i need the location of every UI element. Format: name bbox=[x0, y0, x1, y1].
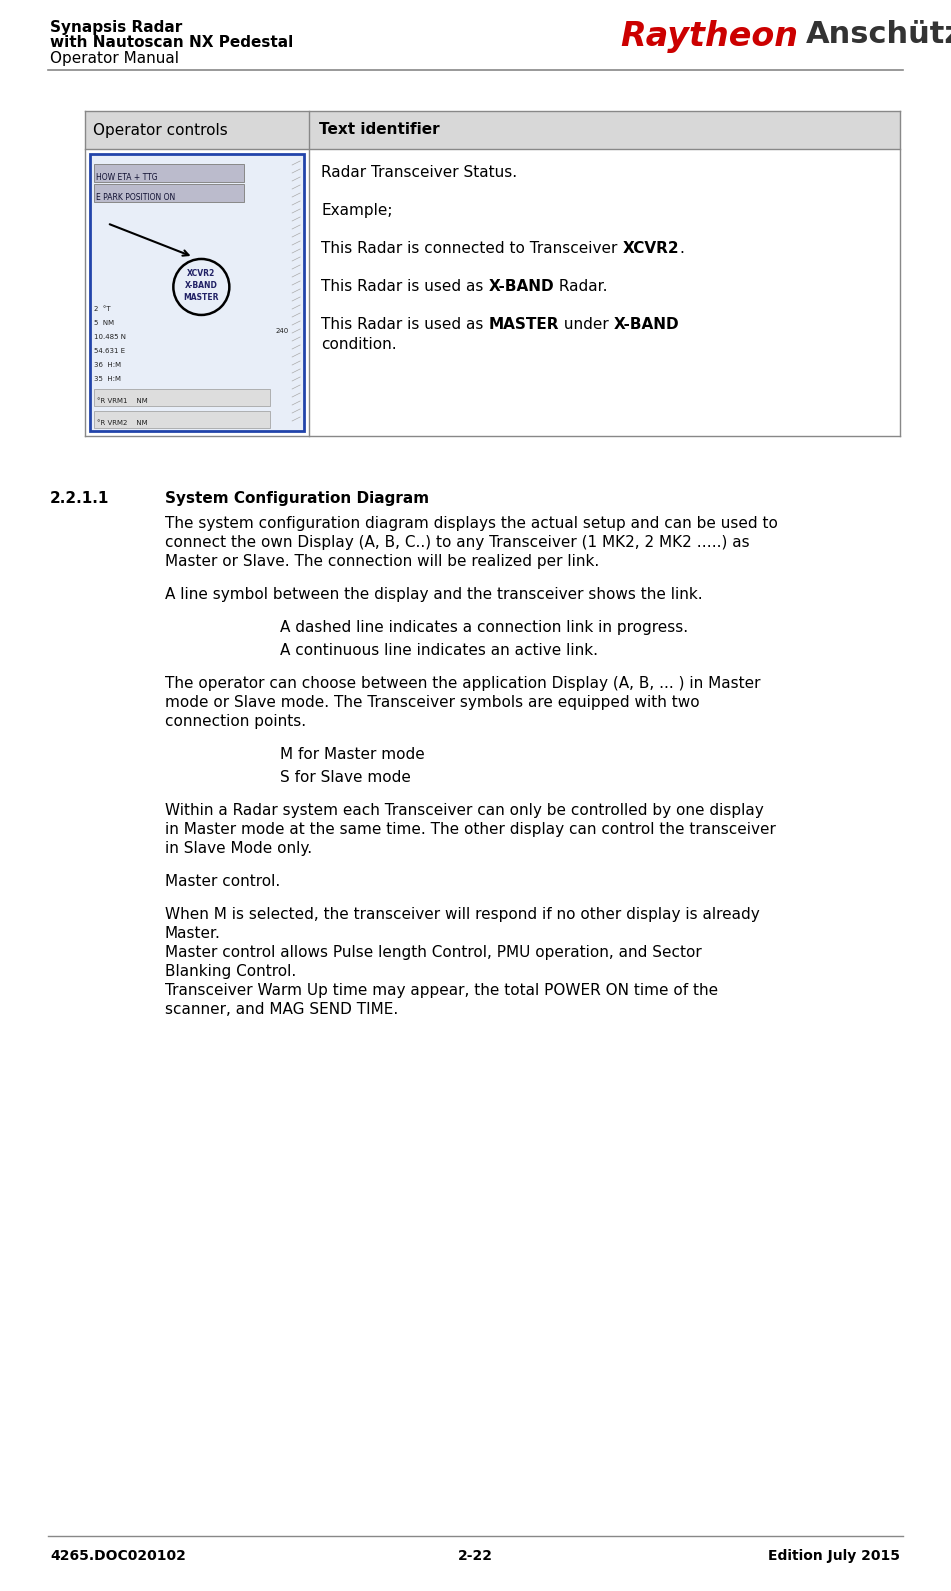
Text: X-BAND: X-BAND bbox=[613, 317, 679, 333]
Text: Radar.: Radar. bbox=[554, 278, 608, 294]
Bar bbox=[94, 185, 243, 202]
Text: Master control allows Pulse length Control, PMU operation, and Sector: Master control allows Pulse length Contr… bbox=[165, 945, 702, 959]
Text: Anschütz: Anschütz bbox=[806, 21, 951, 49]
Bar bbox=[94, 410, 269, 428]
Text: with Nautoscan NX Pedestal: with Nautoscan NX Pedestal bbox=[50, 35, 293, 49]
Text: .: . bbox=[679, 240, 684, 256]
Text: A dashed line indicates a connection link in progress.: A dashed line indicates a connection lin… bbox=[280, 620, 689, 635]
Text: 35  H:M: 35 H:M bbox=[94, 375, 121, 382]
Text: 2  °T: 2 °T bbox=[94, 305, 110, 312]
Text: 2.2.1.1: 2.2.1.1 bbox=[50, 492, 109, 506]
Text: HOW ETA + TTG: HOW ETA + TTG bbox=[96, 173, 158, 181]
Text: MASTER: MASTER bbox=[184, 293, 219, 302]
Text: in Slave Mode only.: in Slave Mode only. bbox=[165, 842, 312, 856]
Text: M for Master mode: M for Master mode bbox=[280, 748, 425, 762]
Text: Master control.: Master control. bbox=[165, 873, 281, 889]
Text: Example;: Example; bbox=[321, 204, 393, 218]
Text: This Radar is used as: This Radar is used as bbox=[321, 317, 489, 333]
Bar bbox=[94, 390, 269, 406]
Text: °R VRM1    NM: °R VRM1 NM bbox=[97, 398, 147, 404]
Text: When M is selected, the transceiver will respond if no other display is already: When M is selected, the transceiver will… bbox=[165, 907, 760, 923]
Text: 4265.DOC020102: 4265.DOC020102 bbox=[50, 1550, 185, 1562]
Text: Edition July 2015: Edition July 2015 bbox=[768, 1550, 900, 1562]
Text: The operator can choose between the application Display (A, B, ... ) in Master: The operator can choose between the appl… bbox=[165, 676, 761, 690]
Text: Radar Transceiver Status.: Radar Transceiver Status. bbox=[321, 165, 517, 180]
Text: in Master mode at the same time. The other display can control the transceiver: in Master mode at the same time. The oth… bbox=[165, 823, 776, 837]
Text: Blanking Control.: Blanking Control. bbox=[165, 964, 297, 978]
Text: MASTER: MASTER bbox=[489, 317, 559, 333]
Text: Transceiver Warm Up time may appear, the total POWER ON time of the: Transceiver Warm Up time may appear, the… bbox=[165, 983, 718, 998]
Bar bbox=[90, 154, 304, 431]
Text: Operator Manual: Operator Manual bbox=[50, 51, 179, 65]
Text: Within a Radar system each Transceiver can only be controlled by one display: Within a Radar system each Transceiver c… bbox=[165, 803, 764, 818]
Text: Master.: Master. bbox=[165, 926, 221, 940]
Text: X-BAND: X-BAND bbox=[489, 278, 554, 294]
Text: Operator controls: Operator controls bbox=[93, 123, 227, 137]
Text: 10.485 N: 10.485 N bbox=[94, 334, 126, 340]
Text: Raytheon: Raytheon bbox=[620, 21, 798, 53]
Text: 2-22: 2-22 bbox=[457, 1550, 493, 1562]
Text: 36  H:M: 36 H:M bbox=[94, 363, 121, 368]
Text: Master or Slave. The connection will be realized per link.: Master or Slave. The connection will be … bbox=[165, 554, 599, 570]
Text: E PARK POSITION ON: E PARK POSITION ON bbox=[96, 193, 175, 202]
Text: mode or Slave mode. The Transceiver symbols are equipped with two: mode or Slave mode. The Transceiver symb… bbox=[165, 695, 700, 710]
Text: This Radar is used as: This Radar is used as bbox=[321, 278, 489, 294]
Text: 54.631 E: 54.631 E bbox=[94, 348, 126, 355]
Bar bbox=[85, 111, 900, 150]
Text: under: under bbox=[559, 317, 613, 333]
Text: XCVR2: XCVR2 bbox=[187, 269, 216, 278]
Text: condition.: condition. bbox=[321, 337, 397, 352]
Text: A continuous line indicates an active link.: A continuous line indicates an active li… bbox=[280, 643, 598, 659]
Text: Text identifier: Text identifier bbox=[320, 123, 439, 137]
Bar bbox=[94, 164, 243, 181]
Text: Synapsis Radar: Synapsis Radar bbox=[50, 21, 183, 35]
Text: °R VRM2    NM: °R VRM2 NM bbox=[97, 420, 147, 426]
Text: System Configuration Diagram: System Configuration Diagram bbox=[165, 492, 429, 506]
Text: connection points.: connection points. bbox=[165, 714, 306, 729]
Text: This Radar is connected to Transceiver: This Radar is connected to Transceiver bbox=[321, 240, 622, 256]
Text: X-BAND: X-BAND bbox=[184, 282, 218, 291]
Text: 240: 240 bbox=[276, 328, 289, 334]
Text: S for Slave mode: S for Slave mode bbox=[280, 770, 411, 784]
Text: 5  NM: 5 NM bbox=[94, 320, 114, 326]
Text: connect the own Display (A, B, C..) to any Transceiver (1 MK2, 2 MK2 …..) as: connect the own Display (A, B, C..) to a… bbox=[165, 535, 749, 550]
Text: The system configuration diagram displays the actual setup and can be used to: The system configuration diagram display… bbox=[165, 515, 778, 531]
Text: XCVR2: XCVR2 bbox=[622, 240, 679, 256]
Text: scanner, and MAG SEND TIME.: scanner, and MAG SEND TIME. bbox=[165, 1002, 398, 1017]
Text: A line symbol between the display and the transceiver shows the link.: A line symbol between the display and th… bbox=[165, 587, 703, 601]
